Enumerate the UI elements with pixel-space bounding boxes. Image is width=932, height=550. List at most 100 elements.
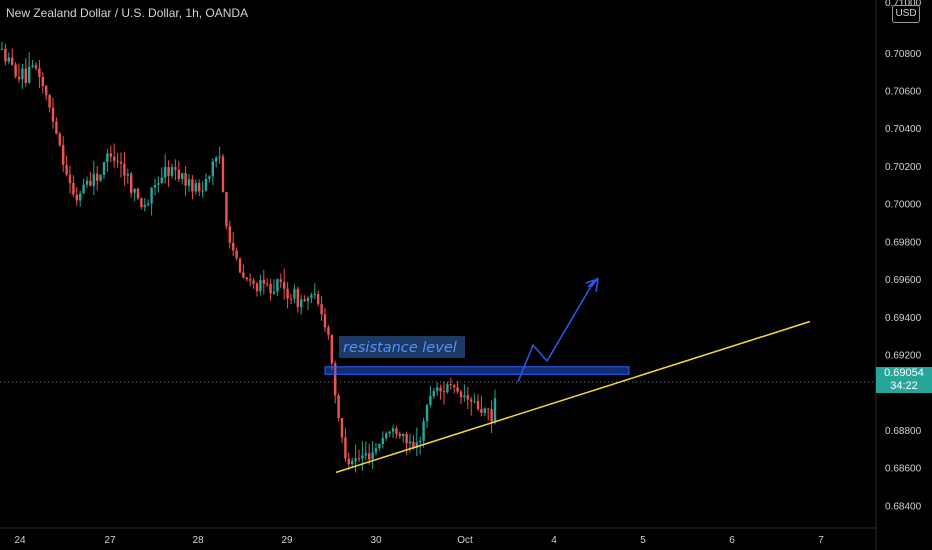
candle-body [242, 272, 245, 278]
candle-body [313, 294, 316, 296]
candle-body [0, 48, 4, 50]
arrow-head-stroke [585, 278, 599, 284]
candle-body [354, 458, 357, 461]
candle-body [347, 458, 350, 465]
candle-body [245, 277, 248, 280]
candle-body [408, 441, 412, 444]
candle-body [215, 157, 218, 162]
candle-body [480, 408, 483, 413]
candle-body [439, 387, 442, 392]
candle-body [38, 68, 41, 77]
projection-arrow[interactable] [517, 282, 594, 383]
candle-body [371, 452, 374, 460]
candle-body [133, 188, 136, 193]
candle-body [235, 250, 238, 259]
candle-body [378, 444, 381, 449]
candle-body [395, 428, 398, 434]
candle-body [34, 65, 38, 69]
candle-body [232, 242, 235, 251]
candle-body [490, 408, 493, 422]
candle-body [459, 391, 463, 398]
candle-body [453, 385, 456, 388]
candle-body [262, 280, 265, 284]
price-tick-label: 0.69400 [885, 313, 922, 324]
candle-body [487, 408, 490, 410]
candle-body [391, 428, 395, 432]
candle-body [344, 437, 347, 459]
candle-body [119, 161, 123, 164]
candle-body [48, 95, 51, 108]
candle-body [177, 169, 180, 179]
candle-body [82, 184, 85, 194]
candle-body [293, 288, 296, 299]
candle-body [364, 453, 367, 456]
candle-body [65, 164, 68, 175]
candle-body [62, 145, 65, 165]
candle-body [317, 294, 320, 305]
price-tick-label: 0.68600 [885, 464, 922, 475]
candle-body [320, 304, 323, 315]
candle-body [476, 401, 480, 409]
candle-body [79, 193, 82, 201]
candle-body [150, 187, 153, 204]
candle-body [466, 395, 469, 400]
candle-body [402, 433, 405, 436]
candle-body [351, 460, 354, 465]
resistance-zone[interactable] [324, 366, 630, 375]
candle-body [283, 281, 286, 289]
candle-body [21, 68, 24, 80]
candle-body [361, 455, 364, 459]
time-tick-label: 27 [104, 535, 116, 546]
currency-button[interactable]: USD [892, 5, 920, 23]
candle-body [228, 226, 231, 243]
candle-body [204, 178, 208, 191]
time-tick-label: 5 [640, 535, 646, 546]
price-tick-label: 0.69200 [885, 351, 922, 362]
candle-body [126, 173, 129, 176]
candle-body [96, 173, 99, 181]
candle-body [286, 288, 289, 299]
candle-body [221, 156, 225, 193]
candle-body [99, 174, 102, 181]
candle-body [170, 167, 174, 176]
candle-body [75, 194, 78, 201]
candle-body [330, 334, 333, 364]
price-tick-label: 0.70000 [885, 200, 922, 211]
price-tick-label: 0.70600 [885, 87, 922, 98]
price-tick-label: 0.68400 [885, 501, 922, 512]
candle-body [425, 405, 429, 422]
candle-body [136, 188, 140, 199]
candle-body [473, 401, 476, 403]
candle-body [422, 421, 425, 441]
candle-body [45, 86, 48, 96]
last-price-badge: 0.69054 34:22 [876, 367, 932, 393]
candle-body [24, 68, 27, 83]
candle-body [198, 183, 201, 192]
support-trendline[interactable] [335, 320, 811, 474]
candle-body [140, 198, 143, 208]
candle-body [337, 395, 340, 418]
candle-body [310, 295, 313, 298]
candle-body [201, 190, 204, 192]
candle-body [55, 121, 58, 134]
time-tick-label: 28 [192, 535, 204, 546]
candle-body [279, 279, 282, 282]
candle-body [436, 387, 439, 392]
candle-body [147, 203, 150, 205]
candle-body [102, 162, 106, 175]
arrow-head-stroke [595, 278, 599, 293]
candle-body [249, 279, 252, 281]
price-axis[interactable]: 0.70800 0.70600 0.70400 0.70200 0.70000 0.698… [885, 0, 922, 512]
candle-body [259, 280, 262, 292]
candle-body [92, 173, 95, 186]
candle-body [463, 395, 466, 398]
candle-body [381, 438, 384, 445]
candle-body [208, 176, 211, 179]
candle-body [113, 156, 116, 161]
candle-body [296, 288, 299, 308]
price-tick-label: 0.70800 [885, 49, 922, 60]
candle-body [419, 440, 422, 443]
time-axis[interactable]: 24 27 28 29 30 Oct 4 5 6 7 [14, 535, 824, 546]
